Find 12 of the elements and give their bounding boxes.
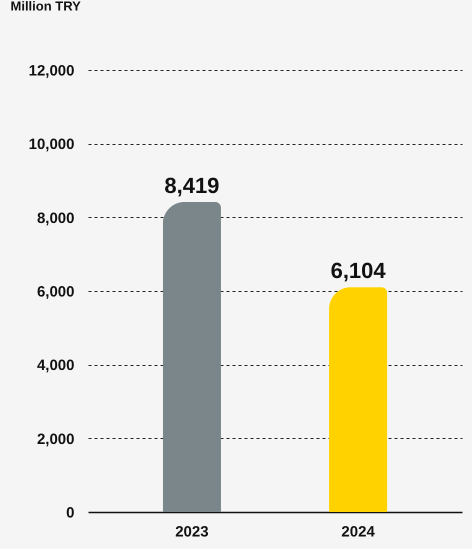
data-label: 8,419 [164,172,220,198]
y-tick-label: 0 [66,504,74,522]
y-tick-label: 12,000 [28,62,74,80]
y-tick-label: 2,000 [36,430,74,448]
y-tick-label: 4,000 [36,357,74,374]
y-tick-label: 8,000 [36,210,74,227]
y-tick-label: 10,000 [28,136,74,154]
y-tick-label: 6,000 [36,284,74,300]
y-axis-title: Million TRY [10,0,82,14]
x-tick-label: 2024 [341,524,376,540]
x-tick-label: 2023 [175,524,209,540]
data-label: 6,104 [330,258,386,284]
